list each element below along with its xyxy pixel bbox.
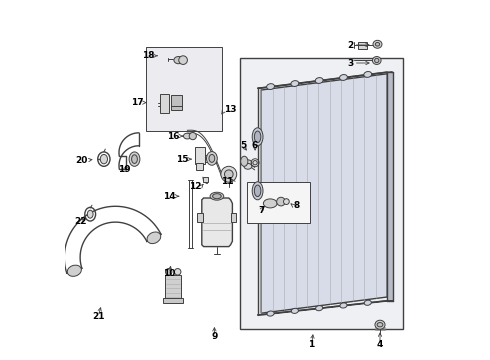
Ellipse shape <box>373 40 382 48</box>
Ellipse shape <box>174 57 183 64</box>
Ellipse shape <box>372 57 381 64</box>
Circle shape <box>166 269 172 275</box>
Ellipse shape <box>267 84 274 90</box>
Ellipse shape <box>241 156 248 166</box>
Text: 19: 19 <box>118 165 131 174</box>
Ellipse shape <box>377 323 383 327</box>
Ellipse shape <box>209 154 215 162</box>
Circle shape <box>189 132 196 140</box>
Bar <box>247 182 310 223</box>
Bar <box>197 213 203 222</box>
Circle shape <box>174 269 181 275</box>
Text: 21: 21 <box>92 311 104 320</box>
Bar <box>146 47 221 131</box>
Ellipse shape <box>210 192 224 200</box>
Ellipse shape <box>206 152 217 165</box>
Ellipse shape <box>244 163 252 169</box>
Ellipse shape <box>340 75 347 80</box>
Bar <box>358 42 368 49</box>
Bar <box>240 58 403 329</box>
Text: 5: 5 <box>240 141 246 150</box>
Bar <box>160 94 170 113</box>
Text: 10: 10 <box>163 269 175 278</box>
Ellipse shape <box>87 210 93 218</box>
Ellipse shape <box>132 155 137 163</box>
Text: 2: 2 <box>347 40 354 49</box>
Text: 15: 15 <box>175 154 188 163</box>
Text: 6: 6 <box>252 141 258 150</box>
Text: 1: 1 <box>309 341 315 349</box>
Text: 17: 17 <box>131 98 144 107</box>
Ellipse shape <box>267 311 274 316</box>
Circle shape <box>221 166 237 182</box>
Ellipse shape <box>375 320 385 329</box>
Circle shape <box>179 56 187 64</box>
Bar <box>195 147 205 164</box>
Ellipse shape <box>147 232 161 244</box>
Ellipse shape <box>364 300 371 305</box>
Ellipse shape <box>291 81 299 86</box>
Bar <box>196 163 203 170</box>
Bar <box>171 95 182 110</box>
Ellipse shape <box>252 182 263 200</box>
Polygon shape <box>261 74 387 313</box>
Ellipse shape <box>67 265 81 276</box>
Polygon shape <box>258 72 392 88</box>
Text: 12: 12 <box>189 182 201 191</box>
Bar <box>165 275 181 299</box>
Ellipse shape <box>316 306 323 311</box>
Ellipse shape <box>374 58 379 63</box>
Bar <box>231 213 236 222</box>
Polygon shape <box>202 198 232 247</box>
Ellipse shape <box>364 72 372 77</box>
Bar <box>202 177 208 182</box>
Polygon shape <box>258 301 392 315</box>
Ellipse shape <box>252 128 263 146</box>
Text: 3: 3 <box>347 58 354 68</box>
Text: 11: 11 <box>221 177 233 186</box>
Ellipse shape <box>100 154 107 164</box>
Ellipse shape <box>254 185 261 197</box>
Polygon shape <box>387 72 392 301</box>
Text: 8: 8 <box>294 202 300 210</box>
Ellipse shape <box>291 308 298 314</box>
Text: 4: 4 <box>377 341 383 349</box>
Ellipse shape <box>375 42 380 46</box>
Ellipse shape <box>253 161 257 165</box>
Ellipse shape <box>340 303 347 308</box>
Ellipse shape <box>183 133 192 139</box>
Text: 22: 22 <box>74 217 86 226</box>
Ellipse shape <box>263 199 277 208</box>
Ellipse shape <box>315 78 323 84</box>
Circle shape <box>224 170 233 179</box>
Text: 14: 14 <box>163 192 176 201</box>
Text: 16: 16 <box>167 132 179 140</box>
Text: 18: 18 <box>142 51 154 60</box>
Circle shape <box>284 199 289 204</box>
Ellipse shape <box>254 131 261 143</box>
Text: 7: 7 <box>258 206 265 215</box>
Ellipse shape <box>244 160 252 166</box>
Text: 13: 13 <box>224 105 237 114</box>
Text: 9: 9 <box>211 332 218 341</box>
Text: 20: 20 <box>75 156 87 165</box>
Ellipse shape <box>129 152 140 166</box>
Circle shape <box>277 197 285 206</box>
Ellipse shape <box>213 194 221 199</box>
Bar <box>163 298 183 303</box>
